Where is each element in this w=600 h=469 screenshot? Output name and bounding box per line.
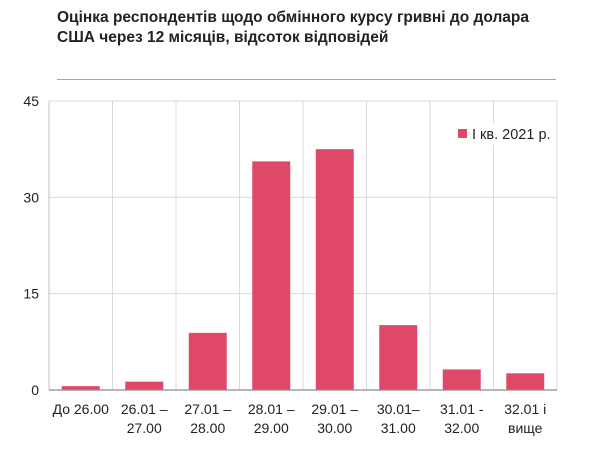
x-tick-label: 27.01 –28.00 xyxy=(184,401,231,436)
x-tick-label: 30.01– 31.00 xyxy=(377,401,420,436)
x-tick-label: 26.01 –27.00 xyxy=(121,401,168,436)
y-tick-label: 45 xyxy=(23,93,39,109)
chart-title: Оцінка респондентів щодо обмінного курсу… xyxy=(57,9,530,46)
legend: I кв. 2021 р. xyxy=(452,123,552,145)
title-divider xyxy=(57,79,556,80)
x-tick-label: 28.01 –29.00 xyxy=(248,401,295,436)
bar xyxy=(315,149,354,390)
bar xyxy=(252,161,291,390)
bar xyxy=(442,369,481,390)
x-tick-label: 32.01 і вище xyxy=(504,401,546,436)
x-tick-label: 31.01 -32.00 xyxy=(440,401,484,436)
y-tick-label: 15 xyxy=(23,286,39,302)
bar xyxy=(61,386,100,390)
y-tick-label: 30 xyxy=(23,189,39,205)
legend-label: I кв. 2021 р. xyxy=(472,127,551,143)
y-tick-label: 0 xyxy=(31,382,39,398)
legend-swatch xyxy=(458,129,467,138)
bar xyxy=(188,332,227,390)
legend-background xyxy=(452,123,552,145)
x-tick-label: 29.01 –30.00 xyxy=(311,401,358,436)
bar xyxy=(506,373,545,390)
x-tick-label: До 26.00 xyxy=(53,401,110,417)
bar xyxy=(379,325,418,390)
bar xyxy=(125,381,164,390)
